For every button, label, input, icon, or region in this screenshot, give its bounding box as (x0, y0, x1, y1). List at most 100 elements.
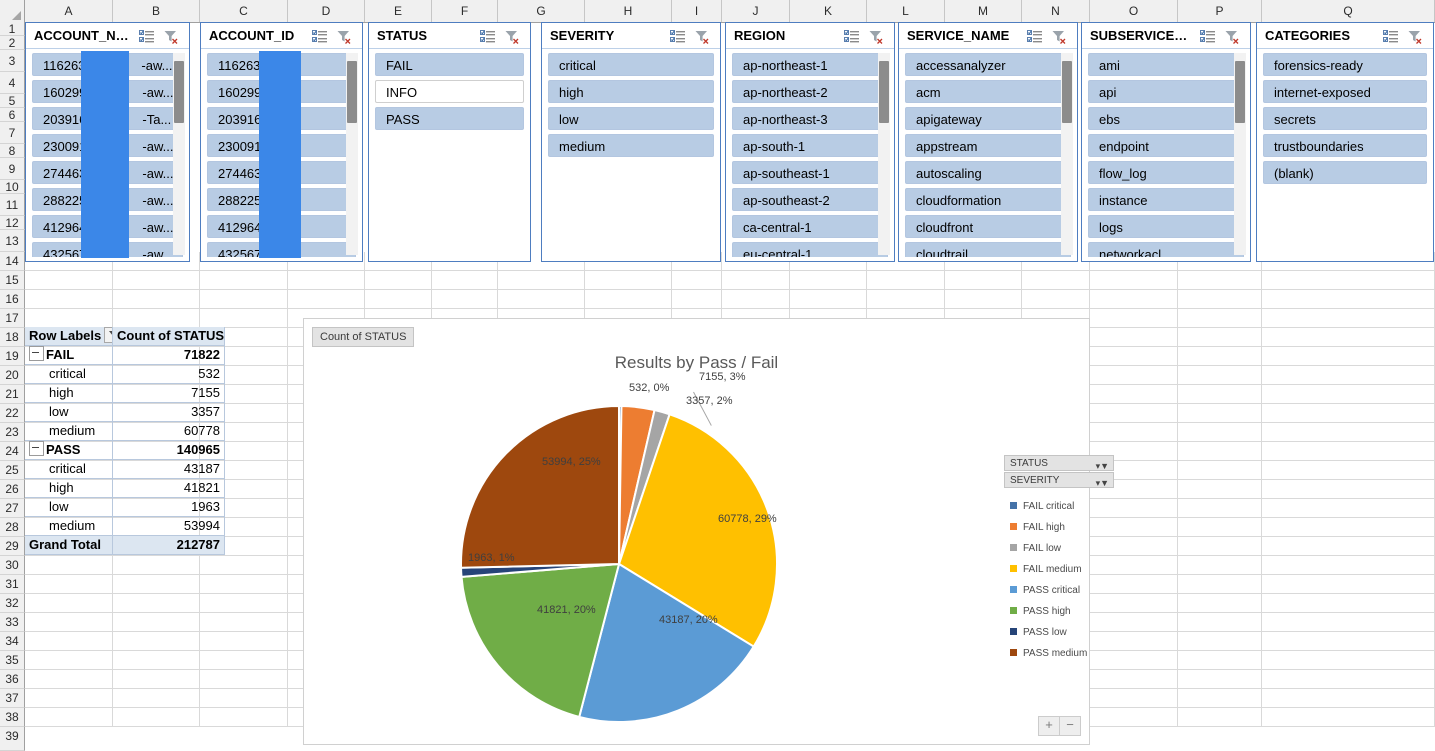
column-header-F[interactable]: F (432, 0, 498, 22)
slicer-item[interactable]: autoscaling (905, 161, 1071, 184)
slicer-scrollbar[interactable] (346, 53, 358, 255)
expand-button[interactable]: + (1038, 716, 1060, 736)
multi-select-icon[interactable] (480, 28, 496, 44)
column-header-Q[interactable]: Q (1262, 0, 1435, 22)
row-header-27[interactable]: 27 (0, 499, 25, 518)
chart-zoom-controls[interactable]: + − (1038, 716, 1081, 736)
slicer-item[interactable]: ap-south-1 (732, 134, 888, 157)
row-header-7[interactable]: 7 (0, 122, 25, 144)
slicer-item[interactable]: medium (548, 134, 714, 157)
cell-A34[interactable] (25, 632, 113, 651)
cell-C21[interactable] (200, 385, 288, 404)
cell-Q24[interactable] (1262, 442, 1435, 461)
slicer-status[interactable]: STATUS FAIL INFO PASS (368, 22, 531, 262)
cell-O35[interactable] (1090, 651, 1178, 670)
slicer-item[interactable]: ap-southeast-1 (732, 161, 888, 184)
cell-Q18[interactable] (1262, 328, 1435, 347)
cell-Q34[interactable] (1262, 632, 1435, 651)
row-header-39[interactable]: 39 (0, 727, 25, 751)
cell-C16[interactable] (200, 290, 288, 309)
cell-Q37[interactable] (1262, 689, 1435, 708)
cell-Q23[interactable] (1262, 423, 1435, 442)
cell-B37[interactable] (113, 689, 200, 708)
cell-O18[interactable] (1090, 328, 1178, 347)
cell-O33[interactable] (1090, 613, 1178, 632)
column-header-D[interactable]: D (288, 0, 365, 22)
pivot-header-row-labels[interactable]: Row Labels (25, 327, 113, 346)
cell-Q26[interactable] (1262, 480, 1435, 499)
pivot-row-value[interactable]: 71822 (113, 346, 225, 365)
cell-C20[interactable] (200, 366, 288, 385)
pivot-row-label[interactable]: high (25, 384, 113, 403)
cell-M15[interactable] (945, 271, 1022, 290)
pivot-row-label[interactable]: low (25, 498, 113, 517)
cell-A38[interactable] (25, 708, 113, 727)
pivot-row-value[interactable]: 43187 (113, 460, 225, 479)
cell-O17[interactable] (1090, 309, 1178, 328)
row-header-8[interactable]: 8 (0, 144, 25, 158)
row-header-28[interactable]: 28 (0, 518, 25, 537)
multi-select-icon[interactable] (312, 28, 328, 44)
slicer-item[interactable]: ap-northeast-1 (732, 53, 888, 76)
cell-D16[interactable] (288, 290, 365, 309)
cell-L15[interactable] (867, 271, 945, 290)
slicer-categories[interactable]: CATEGORIES forensics-ready internet-expose… (1256, 22, 1434, 262)
row-header-16[interactable]: 16 (0, 290, 25, 309)
cell-P36[interactable] (1178, 670, 1262, 689)
column-header-E[interactable]: E (365, 0, 432, 22)
pivot-row-value[interactable]: 60778 (113, 422, 225, 441)
cell-Q22[interactable] (1262, 404, 1435, 423)
cell-Q25[interactable] (1262, 461, 1435, 480)
row-header-11[interactable]: 11 (0, 194, 25, 216)
cell-I14[interactable] (672, 252, 722, 271)
cell-C35[interactable] (200, 651, 288, 670)
row-header-30[interactable]: 30 (0, 556, 25, 575)
slicer-item[interactable]: apigateway (905, 107, 1071, 130)
cell-B20[interactable] (113, 366, 200, 385)
cell-B36[interactable] (113, 670, 200, 689)
cell-C26[interactable] (200, 480, 288, 499)
cell-P28[interactable] (1178, 518, 1262, 537)
cell-P26[interactable] (1178, 480, 1262, 499)
slicer-item[interactable]: INFO (375, 80, 524, 103)
cell-F16[interactable] (432, 290, 498, 309)
cell-J15[interactable] (722, 271, 790, 290)
cell-P38[interactable] (1178, 708, 1262, 727)
slicer-item[interactable]: instance (1088, 188, 1244, 211)
cell-O28[interactable] (1090, 518, 1178, 537)
column-header-O[interactable]: O (1090, 0, 1178, 22)
row-header-13[interactable]: 13 (0, 230, 25, 252)
cell-Q16[interactable] (1262, 290, 1435, 309)
cell-O27[interactable] (1090, 499, 1178, 518)
cell-O25[interactable] (1090, 461, 1178, 480)
column-header-G[interactable]: G (498, 0, 585, 22)
pivot-row-value[interactable]: 7155 (113, 384, 225, 403)
pie-slice[interactable] (578, 562, 756, 723)
cell-L16[interactable] (867, 290, 945, 309)
row-header-1[interactable]: 1 (0, 22, 25, 36)
row-header-24[interactable]: 24 (0, 442, 25, 461)
slicer-item[interactable]: ca-central-1 (732, 215, 888, 238)
cell-P23[interactable] (1178, 423, 1262, 442)
slicer-item[interactable]: api (1088, 80, 1244, 103)
slicer-region[interactable]: REGION ap-northeast-1 ap-northeast-2 ap-nor… (725, 22, 895, 262)
cell-G16[interactable] (498, 290, 585, 309)
cell-B30[interactable] (113, 556, 200, 575)
pivot-row-label[interactable]: critical (25, 460, 113, 479)
column-header-B[interactable]: B (113, 0, 200, 22)
cell-C33[interactable] (200, 613, 288, 632)
cell-C15[interactable] (200, 271, 288, 290)
cell-A37[interactable] (25, 689, 113, 708)
row-header-21[interactable]: 21 (0, 385, 25, 404)
column-header-J[interactable]: J (722, 0, 790, 22)
clear-filter-icon[interactable] (163, 28, 179, 44)
row-header-3[interactable]: 3 (0, 50, 25, 72)
legend-filter-status[interactable]: STATUS ▾▼ (1004, 455, 1114, 471)
clear-filter-icon[interactable] (336, 28, 352, 44)
cell-P27[interactable] (1178, 499, 1262, 518)
cell-B23[interactable] (113, 423, 200, 442)
cell-B26[interactable] (113, 480, 200, 499)
cell-Q19[interactable] (1262, 347, 1435, 366)
row-header-17[interactable]: 17 (0, 309, 25, 328)
cell-N15[interactable] (1022, 271, 1090, 290)
